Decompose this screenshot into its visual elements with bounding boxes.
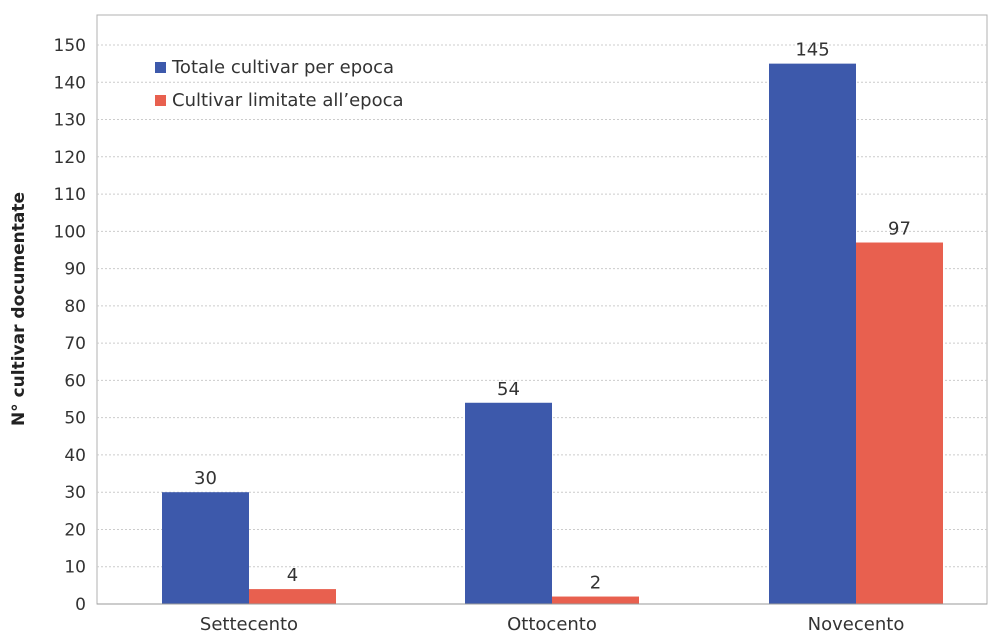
legend-label: Cultivar limitate all’epoca	[172, 90, 404, 111]
legend-swatch	[155, 95, 166, 106]
legend-label: Totale cultivar per epoca	[171, 57, 394, 78]
y-tick-label: 70	[64, 334, 86, 354]
y-tick-label: 110	[54, 185, 86, 205]
bar-limitate-settecento	[249, 589, 336, 604]
y-tick-label: 100	[54, 222, 86, 242]
y-tick-label: 90	[64, 260, 86, 280]
bar-totale-novecento	[769, 63, 856, 604]
x-axis-categories: Settecento Ottocento Novecento	[200, 614, 904, 635]
x-category-label: Settecento	[200, 614, 298, 635]
legend: Totale cultivar per epoca Cultivar limita…	[155, 57, 404, 111]
legend-swatch	[155, 62, 166, 73]
y-tick-label: 120	[54, 148, 86, 168]
bar-limitate-novecento	[856, 242, 943, 604]
y-axis-ticks: 0 10 20 30 40 50 60 70 80 90 100 110 120 130 140 150	[54, 36, 86, 615]
x-category-label: Ottocento	[507, 614, 597, 635]
data-label: 54	[497, 379, 520, 400]
bars	[162, 63, 943, 604]
y-axis-label: N° cultivar documentate	[9, 192, 29, 426]
bar-totale-ottocento	[465, 402, 552, 604]
y-tick-label: 60	[64, 371, 86, 391]
data-labels: 30 54 145 4 2 97	[194, 40, 911, 594]
y-tick-label: 80	[64, 297, 86, 317]
y-tick-label: 40	[64, 446, 86, 466]
x-category-label: Novecento	[808, 614, 905, 635]
data-label: 4	[287, 565, 298, 586]
y-tick-label: 0	[75, 595, 86, 615]
y-tick-label: 50	[64, 409, 86, 429]
data-label: 2	[590, 573, 601, 594]
bar-limitate-ottocento	[552, 596, 639, 604]
y-tick-label: 10	[64, 558, 86, 578]
y-tick-label: 130	[54, 111, 86, 131]
bar-totale-settecento	[162, 492, 249, 604]
y-tick-label: 20	[64, 520, 86, 540]
data-label: 97	[888, 219, 911, 240]
data-label: 30	[194, 468, 217, 489]
y-tick-label: 150	[54, 36, 86, 56]
data-label: 145	[795, 40, 829, 61]
y-tick-label: 30	[64, 483, 86, 503]
y-tick-label: 140	[54, 73, 86, 93]
